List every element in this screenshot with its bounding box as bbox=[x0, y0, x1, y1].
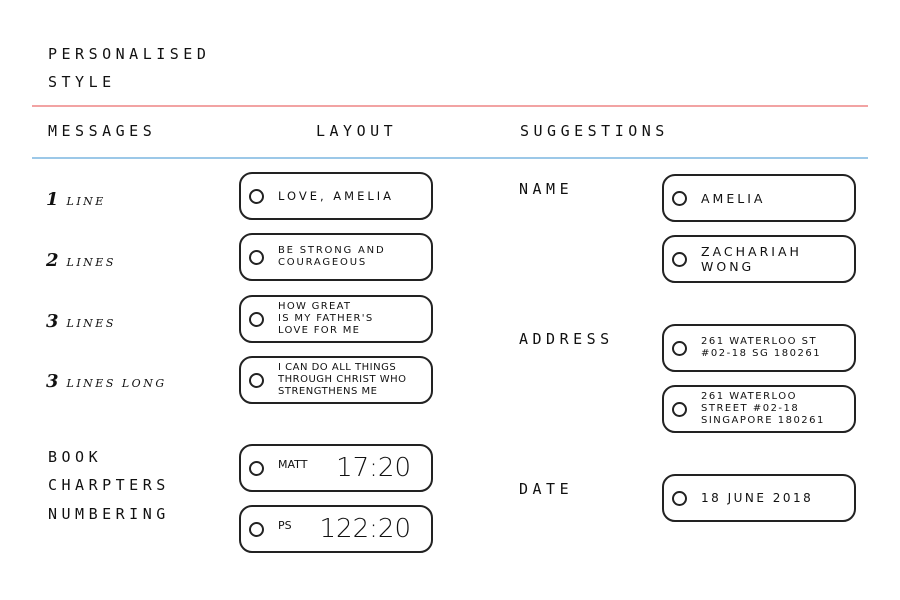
radio-circle-icon bbox=[249, 521, 264, 537]
date-option[interactable]: 18 JUNE 2018 bbox=[662, 474, 856, 522]
radio-circle-icon bbox=[249, 311, 264, 327]
message-label: 2 LINES bbox=[46, 250, 116, 271]
header-divider bbox=[32, 157, 868, 159]
radio-circle-icon bbox=[249, 188, 264, 204]
book-abbr: PS bbox=[278, 519, 292, 532]
book-abbr: MATT bbox=[278, 458, 308, 471]
layout-option[interactable]: LOVE, AMELIA bbox=[239, 172, 433, 220]
radio-circle-icon bbox=[672, 490, 687, 506]
address-option[interactable]: 261 WATERLOO STREET #02-18 SINGAPORE 180… bbox=[662, 385, 856, 433]
option-text: BE STRONG AND COURAGEOUS bbox=[278, 245, 386, 268]
option-text: 261 WATERLOO ST #02-18 SG 180261 bbox=[701, 336, 822, 359]
option-text: I CAN DO ALL THINGS THROUGH CHRIST WHO S… bbox=[278, 362, 407, 397]
message-label: 3 LINES bbox=[46, 311, 116, 332]
book-option[interactable]: MATT 17:20 bbox=[239, 444, 433, 492]
chapter-verse: 17:20 bbox=[336, 453, 411, 483]
address-option[interactable]: 261 WATERLOO ST #02-18 SG 180261 bbox=[662, 324, 856, 372]
option-text: HOW GREAT IS MY FATHER'S LOVE FOR ME bbox=[278, 301, 374, 336]
message-label: 1 LINE bbox=[46, 189, 106, 210]
column-header-layout: LAYOUT bbox=[316, 122, 398, 140]
chapter-verse: 122:20 bbox=[319, 514, 411, 544]
radio-circle-icon bbox=[672, 251, 687, 267]
radio-circle-icon bbox=[672, 340, 687, 356]
book-label: NUMBERING bbox=[48, 505, 170, 523]
radio-circle-icon bbox=[249, 460, 264, 476]
column-header-suggestions: SUGGESTIONS bbox=[520, 122, 669, 140]
suggestion-label-address: ADDRESS bbox=[519, 330, 614, 348]
option-text: 261 WATERLOO STREET #02-18 SINGAPORE 180… bbox=[701, 391, 825, 426]
option-text: LOVE, AMELIA bbox=[278, 188, 395, 203]
name-option[interactable]: AMELIA bbox=[662, 174, 856, 222]
layout-option[interactable]: I CAN DO ALL THINGS THROUGH CHRIST WHO S… bbox=[239, 356, 433, 404]
name-option[interactable]: ZACHARIAH WONG bbox=[662, 235, 856, 283]
top-divider bbox=[32, 105, 868, 107]
suggestion-label-name: NAME bbox=[519, 180, 574, 198]
book-label: BOOK bbox=[48, 448, 103, 466]
book-option[interactable]: PS 122:20 bbox=[239, 505, 433, 553]
radio-circle-icon bbox=[672, 190, 687, 206]
option-text: 18 JUNE 2018 bbox=[701, 490, 814, 505]
layout-option[interactable]: HOW GREAT IS MY FATHER'S LOVE FOR ME bbox=[239, 295, 433, 343]
page-title-line1: PERSONALISED bbox=[48, 45, 211, 63]
radio-circle-icon bbox=[249, 372, 264, 388]
layout-option[interactable]: BE STRONG AND COURAGEOUS bbox=[239, 233, 433, 281]
book-label: CHARPTERS bbox=[48, 476, 170, 494]
radio-circle-icon bbox=[249, 249, 264, 265]
suggestion-label-date: DATE bbox=[519, 480, 574, 498]
option-text: AMELIA bbox=[701, 190, 766, 206]
column-header-messages: MESSAGES bbox=[48, 122, 157, 140]
radio-circle-icon bbox=[672, 401, 687, 417]
page-title-line2: STYLE bbox=[48, 73, 116, 91]
message-label: 3 LINES LONG bbox=[46, 371, 167, 392]
option-text: ZACHARIAH WONG bbox=[701, 244, 802, 274]
